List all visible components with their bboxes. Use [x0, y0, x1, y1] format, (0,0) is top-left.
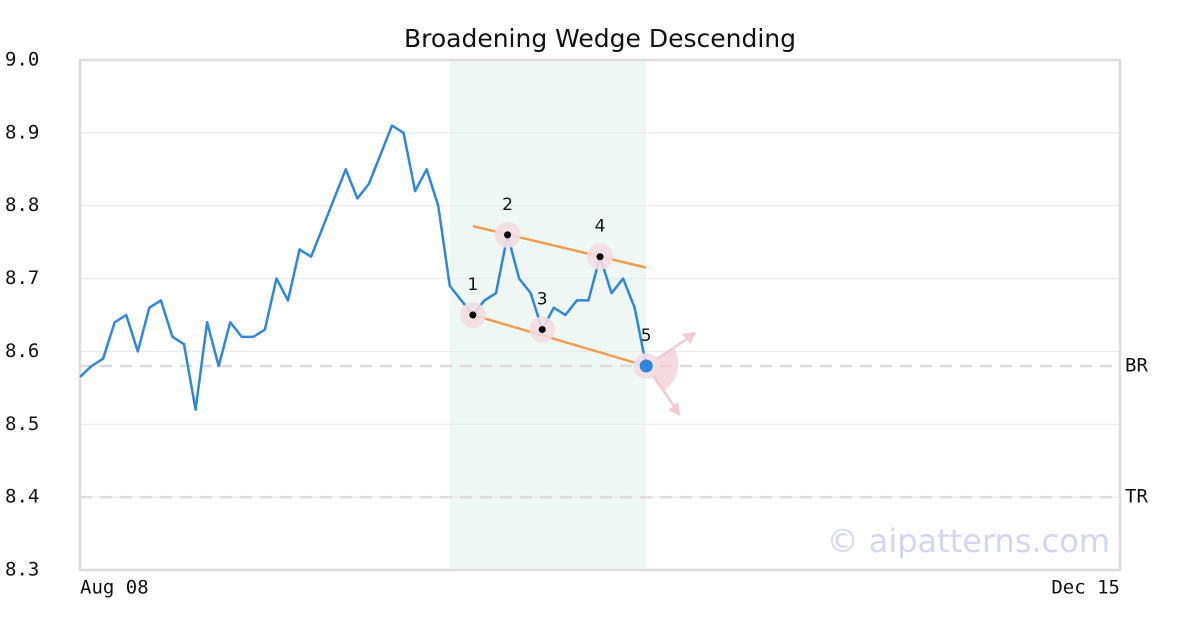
pattern-point: [639, 359, 653, 373]
x-tick-label: Aug 08: [80, 577, 149, 599]
point-label: 2: [502, 195, 513, 215]
point-label: 1: [467, 275, 478, 295]
y-tick-label: 8.8: [5, 194, 39, 216]
y-tick-label: 8.3: [5, 559, 39, 581]
arrow-down-head: [668, 402, 681, 416]
pattern-point: [469, 311, 477, 319]
point-label: 5: [641, 326, 652, 346]
plot-frame: [78, 58, 1122, 572]
x-tick-label: Dec 15: [1051, 577, 1120, 599]
y-tick-label: 8.5: [5, 413, 39, 435]
arrow-up-head: [682, 332, 697, 344]
level-label: BR: [1125, 355, 1148, 377]
y-tick-label: 9.0: [5, 49, 39, 71]
y-tick-label: 8.6: [5, 340, 39, 362]
point-label: 4: [595, 217, 606, 237]
pattern-point: [596, 253, 604, 261]
pattern-point: [504, 231, 512, 239]
level-label: TR: [1125, 486, 1148, 508]
series-line: [79, 124, 648, 411]
watermark: © aipatterns.com: [827, 522, 1110, 560]
y-tick-label: 8.4: [5, 486, 39, 508]
trendline: [472, 313, 647, 368]
chart-title: Broadening Wedge Descending: [404, 24, 796, 53]
y-tick-label: 8.7: [5, 267, 39, 289]
pattern-point: [538, 326, 546, 334]
point-label: 3: [537, 290, 548, 310]
y-tick-label: 8.9: [5, 121, 39, 143]
breakout-wedge: [646, 348, 679, 390]
